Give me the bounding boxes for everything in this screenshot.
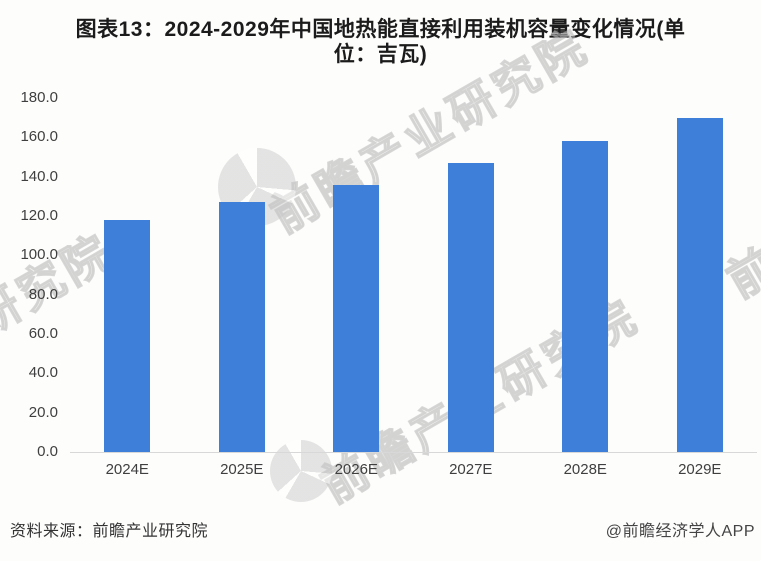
- y-tick-label: 0.0: [37, 443, 58, 460]
- y-tick-label: 60.0: [28, 325, 58, 342]
- bar: [676, 117, 723, 452]
- x-tick-label: 2029E: [678, 461, 722, 478]
- chart-title: 图表13：2024-2029年中国地热能直接利用装机容量变化情况(单 位：吉瓦): [0, 17, 761, 67]
- chart-title-line2: 位：吉瓦): [333, 43, 428, 66]
- bar: [333, 184, 380, 452]
- bar-slot: [643, 98, 758, 452]
- bar-slot: [528, 98, 643, 452]
- plot-area: [70, 98, 757, 453]
- y-tick-label: 160.0: [20, 128, 58, 146]
- y-tick-label: 180.0: [20, 89, 58, 106]
- y-tick-label: 100.0: [20, 246, 58, 264]
- y-tick-label: 140.0: [20, 167, 58, 185]
- bar-slot: [185, 98, 300, 452]
- bar: [447, 162, 494, 452]
- y-axis: 180.0 160.0 140.0 120.0 100.0 80.0 60.0 40.0 20.…: [0, 0, 58, 561]
- bar-slot: [70, 98, 185, 452]
- bar: [218, 202, 265, 452]
- x-tick-label: 2025E: [220, 461, 264, 478]
- bar: [104, 219, 151, 452]
- chart-title-line1: 图表13：2024-2029年中国地热能直接利用装机容量变化情况(单: [75, 18, 686, 41]
- bar: [562, 141, 609, 452]
- x-axis: 2024E 2025E 2026E 2027E 2028E 2029E: [70, 461, 757, 478]
- x-tick-label: 2024E: [105, 461, 149, 478]
- y-tick-label: 80.0: [28, 285, 58, 303]
- y-tick-label: 20.0: [28, 403, 58, 421]
- source-note: 资料来源：前瞻产业研究院: [10, 523, 209, 540]
- x-tick-label: 2026E: [334, 461, 378, 478]
- credit-note: @前瞻经济学人APP: [605, 523, 755, 540]
- y-tick-label: 40.0: [28, 364, 58, 382]
- x-tick-label: 2028E: [563, 461, 607, 478]
- x-tick-label: 2027E: [449, 461, 493, 478]
- bar-slot: [414, 98, 529, 452]
- bar-slot: [299, 98, 414, 452]
- y-tick-label: 120.0: [20, 207, 58, 224]
